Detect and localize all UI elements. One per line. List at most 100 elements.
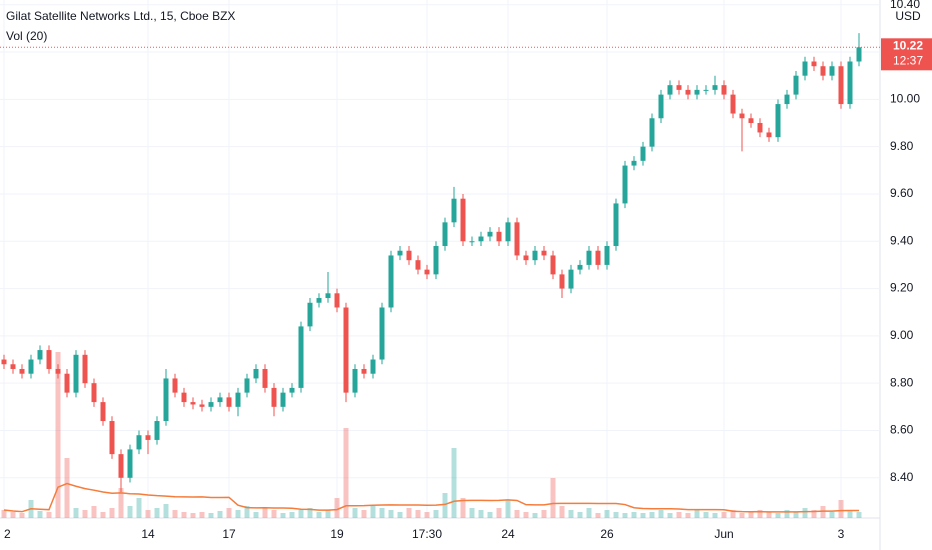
volume-bar xyxy=(820,506,826,518)
volume-ma-line xyxy=(3,482,859,513)
candle-body xyxy=(46,350,52,369)
x-tick-label: 17 xyxy=(222,527,236,541)
candle-body xyxy=(406,250,412,261)
y-tick-label: 9.80 xyxy=(890,139,914,153)
volume-bar xyxy=(649,512,655,518)
volume-bar xyxy=(181,512,187,518)
y-tick-label: 8.40 xyxy=(890,470,914,484)
candle-body xyxy=(244,378,250,393)
candle-body xyxy=(199,404,205,407)
volume-bar xyxy=(676,512,682,518)
candle-body xyxy=(217,397,223,403)
candle-body xyxy=(325,293,331,299)
volume-bar xyxy=(496,508,502,518)
y-tick-label: 8.60 xyxy=(890,423,914,437)
volume-bar xyxy=(226,508,232,518)
candle-body xyxy=(424,269,430,275)
candle-body xyxy=(136,435,142,450)
candle-body xyxy=(100,402,106,422)
volume-bar xyxy=(55,352,61,518)
volume-bar xyxy=(838,500,844,518)
volume-bar xyxy=(685,513,691,518)
volume-bar xyxy=(442,493,448,518)
volume-bar xyxy=(352,508,358,518)
x-tick-label: 26 xyxy=(600,527,614,541)
volume-bar xyxy=(451,448,457,518)
volume-bar xyxy=(64,458,70,518)
candle-body xyxy=(559,274,565,289)
volume-bar xyxy=(604,510,610,518)
volume-bar xyxy=(640,513,646,518)
candle-body xyxy=(487,231,493,237)
candle-body xyxy=(703,89,709,91)
candle-body xyxy=(451,198,457,223)
candle-body xyxy=(541,250,547,256)
volume-bar xyxy=(154,508,160,518)
candle-body xyxy=(784,94,790,105)
candle-body xyxy=(307,302,313,327)
candle-body xyxy=(181,392,187,403)
x-tick-label: 2 xyxy=(4,527,11,541)
candle-body xyxy=(127,449,133,478)
candle-body xyxy=(271,387,277,407)
plot xyxy=(0,33,880,518)
candle-body xyxy=(118,454,124,478)
candle-body xyxy=(802,61,808,76)
grid xyxy=(0,0,880,518)
volume-bar xyxy=(694,510,700,518)
candle-body xyxy=(343,307,349,393)
candle-body xyxy=(64,373,70,393)
candle-body xyxy=(226,397,232,407)
volume-bar xyxy=(100,512,106,518)
volume-bar xyxy=(505,500,511,518)
candle-body xyxy=(712,85,718,90)
volume-bar xyxy=(460,498,466,518)
candle-body xyxy=(739,113,745,119)
candle-body xyxy=(730,94,736,114)
candle-body xyxy=(208,402,214,407)
volume-bar xyxy=(1,510,7,518)
volume-bar xyxy=(163,504,169,518)
x-tick-label: 3 xyxy=(838,527,845,541)
candle-body xyxy=(28,359,34,374)
candle-body xyxy=(838,66,844,105)
volume-bar xyxy=(208,513,214,518)
volume-bar xyxy=(397,512,403,518)
candle-body xyxy=(586,250,592,265)
candle-body xyxy=(172,378,178,393)
volume-bar xyxy=(388,510,394,518)
candle-body xyxy=(37,350,43,360)
candle-body xyxy=(613,203,619,246)
volume-bar xyxy=(739,513,745,518)
candle-body xyxy=(856,47,862,62)
candle-body xyxy=(154,421,160,440)
countdown-label: 12:37 xyxy=(893,53,923,67)
candle-body xyxy=(811,61,817,67)
candle-body xyxy=(469,241,475,243)
candle-body xyxy=(748,118,754,123)
chart-title: Gilat Satellite Networks Ltd., 15, Cboe … xyxy=(6,9,235,23)
candle-body xyxy=(631,160,637,166)
volume-bar xyxy=(532,513,538,518)
volume-bar xyxy=(667,513,673,518)
candle-body xyxy=(415,260,421,270)
candle-body xyxy=(145,435,151,440)
y-tick-label: 9.60 xyxy=(890,186,914,200)
volume-bar xyxy=(523,512,529,518)
candle-body xyxy=(640,146,646,161)
candle-body xyxy=(1,359,7,365)
volume-bar xyxy=(316,512,322,518)
volume-bar xyxy=(613,512,619,518)
candle-body xyxy=(721,85,727,95)
candle-body xyxy=(235,392,241,407)
candle-body xyxy=(433,245,439,275)
candle-body xyxy=(163,378,169,422)
candle-body xyxy=(388,255,394,308)
volume-bar xyxy=(811,510,817,518)
volume-bar xyxy=(262,508,268,518)
volume-bar xyxy=(586,508,592,518)
volume-bar xyxy=(721,512,727,518)
volume-bar xyxy=(334,498,340,518)
candle-body xyxy=(775,104,781,138)
